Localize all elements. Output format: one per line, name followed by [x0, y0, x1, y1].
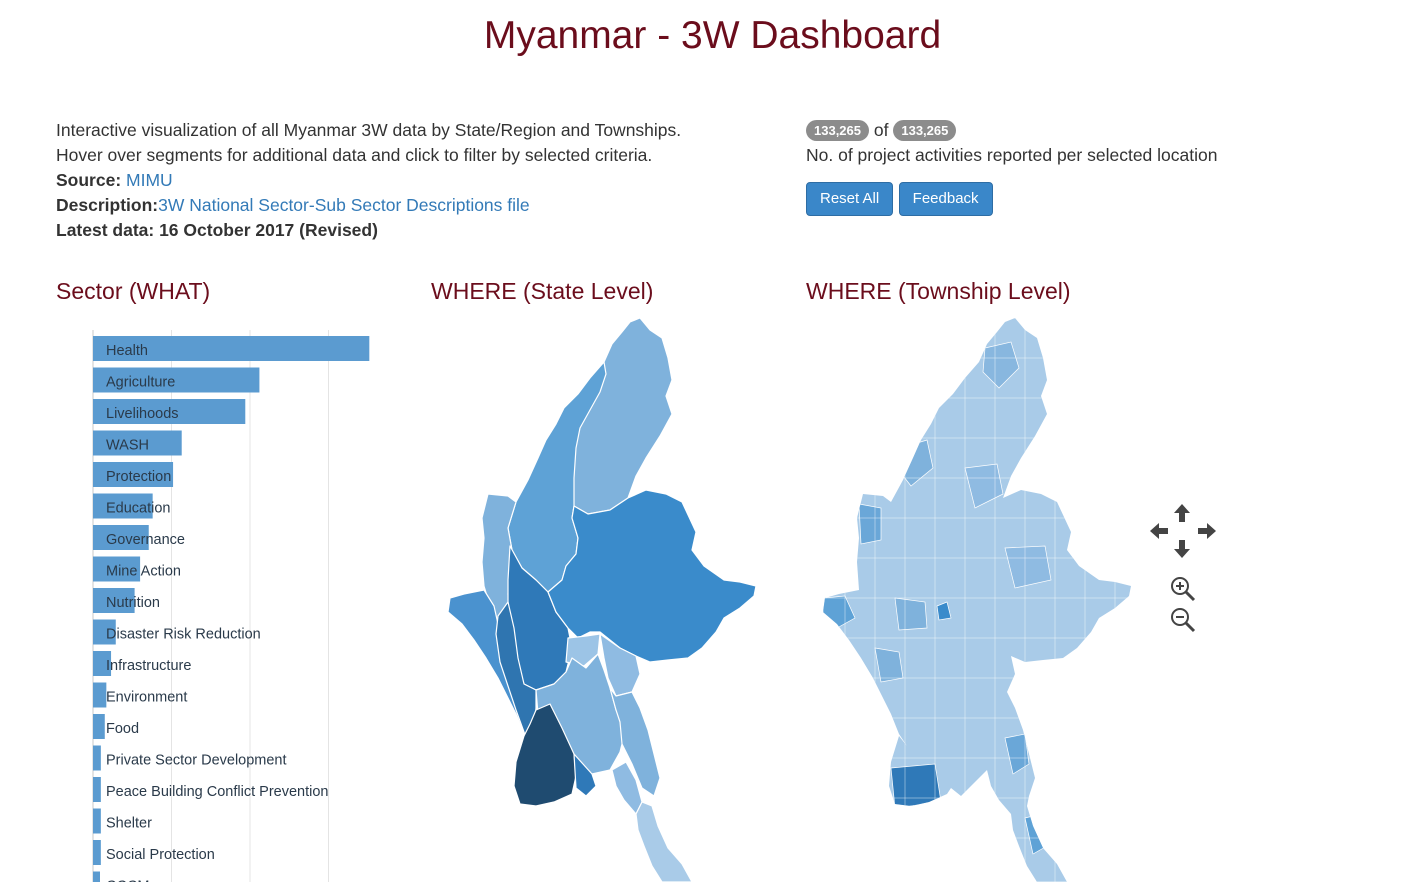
state-section-title: WHERE (State Level)	[431, 278, 654, 304]
sector-bar-shelter[interactable]	[93, 808, 101, 834]
latest-data-label: Latest data: 16 October 2017 (Revised)	[56, 220, 378, 240]
sector-bar-social-protection[interactable]	[93, 840, 101, 865]
sector-label: Infrastructure	[106, 658, 191, 674]
page-title: Myanmar - 3W Dashboard	[483, 14, 942, 57]
sector-bar-governance[interactable]	[93, 525, 149, 550]
zoom-in-icon[interactable]	[1171, 577, 1196, 602]
state-level-map[interactable]	[440, 318, 762, 882]
sector-bar-livelihoods[interactable]	[93, 399, 246, 424]
township-cluster-mandalay[interactable]	[894, 597, 928, 631]
sector-bar-peace-building-conflict-prevention[interactable]	[93, 777, 101, 802]
sector-label: WASH	[106, 438, 149, 454]
sector-label: Mine Action	[106, 564, 181, 580]
township-cluster-central[interactable]	[964, 463, 1004, 509]
sector-bar-chart: Health Agriculture Livelihoods WASH Protecti…	[92, 330, 370, 882]
source-link[interactable]: MIMU	[126, 170, 173, 190]
sector-bar-infrastructure[interactable]	[93, 651, 112, 676]
sector-label: Governance	[106, 532, 185, 548]
township-cluster-west[interactable]	[858, 503, 882, 545]
sector-label: Shelter	[106, 816, 152, 832]
township-level-map[interactable]	[815, 318, 1137, 882]
sector-bar-environment[interactable]	[93, 682, 107, 708]
intro-panel: Interactive visualization of all Myanmar…	[56, 118, 776, 243]
sector-bar-disaster-risk-reduction[interactable]	[93, 619, 116, 645]
source-row: Source: MIMU	[56, 168, 776, 193]
arrow-up-icon[interactable]	[1174, 504, 1190, 522]
description-row: Description:3W National Sector-Sub Secto…	[56, 193, 776, 218]
counter-caption: No. of project activities reported per s…	[806, 145, 1218, 165]
sector-label: Food	[106, 721, 139, 737]
sector-label: Livelihoods	[106, 406, 179, 422]
state-shan[interactable]	[547, 489, 757, 663]
sector-label: Agriculture	[106, 375, 175, 391]
sector-bar-food[interactable]	[93, 714, 105, 739]
source-label: Source:	[56, 170, 122, 190]
sector-bar-mine-action[interactable]	[93, 556, 141, 582]
township-cluster-shan-south[interactable]	[936, 601, 952, 621]
township-section-title: WHERE (Township Level)	[806, 278, 1071, 304]
state-yangon[interactable]	[573, 753, 597, 797]
intro-line-2: Hover over segments for additional data …	[56, 145, 653, 165]
arrow-left-icon[interactable]	[1150, 523, 1168, 539]
total-count-badge: 133,265	[893, 120, 957, 141]
activity-counter: 133,265 of 133,265 No. of project activi…	[806, 118, 1217, 168]
sector-label: Nutrition	[106, 595, 160, 611]
sector-label: Education	[106, 501, 171, 517]
sector-label: Private Sector Development	[106, 753, 287, 769]
township-cluster-shan[interactable]	[1004, 545, 1052, 589]
description-link[interactable]: 3W National Sector-Sub Sector Descriptio…	[158, 195, 530, 215]
township-base	[823, 318, 1131, 882]
arrow-right-icon[interactable]	[1198, 523, 1216, 539]
selected-count-badge: 133,265	[806, 120, 869, 141]
sector-bar-nutrition[interactable]	[93, 588, 135, 613]
zoom-out-icon[interactable]	[1171, 608, 1196, 633]
feedback-button[interactable]: Feedback	[898, 182, 993, 216]
intro-line-1: Interactive visualization of all Myanmar…	[56, 120, 682, 140]
sector-label: Social Protection	[106, 847, 215, 863]
latest-data-row: Latest data: 16 October 2017 (Revised)	[56, 218, 776, 243]
of-label: of	[873, 120, 889, 140]
sector-bar-wash[interactable]	[93, 430, 182, 456]
township-cluster-ayeyarwady[interactable]	[890, 763, 942, 809]
sector-label: Protection	[106, 469, 171, 485]
sector-bar-protection[interactable]	[93, 462, 174, 487]
sector-bar-education[interactable]	[93, 493, 153, 519]
township-cluster-north[interactable]	[982, 341, 1020, 389]
sector-label: Health	[106, 343, 148, 359]
sector-bar-cccm[interactable]	[93, 871, 100, 882]
sector-label: Environment	[106, 690, 187, 706]
map-navigation-controls	[1150, 504, 1216, 633]
sector-label: Disaster Risk Reduction	[106, 627, 261, 643]
township-cluster-kayin[interactable]	[1004, 733, 1030, 775]
sector-bar-private-sector-development[interactable]	[93, 745, 101, 771]
state-tanintharyi[interactable]	[635, 801, 693, 882]
arrow-down-icon[interactable]	[1174, 540, 1190, 558]
action-buttons: Reset All Feedback	[806, 182, 994, 216]
counter-row: 133,265 of 133,265	[806, 118, 1217, 143]
sector-bar-health[interactable]	[93, 336, 370, 361]
reset-all-button[interactable]: Reset All	[806, 182, 894, 216]
state-ayeyarwady[interactable]	[513, 703, 577, 807]
sector-bar-agriculture[interactable]	[93, 367, 260, 393]
description-label: Description:	[56, 195, 159, 215]
sector-label: CCCM	[106, 879, 150, 882]
sector-section-title: Sector (WHAT)	[56, 278, 211, 304]
sector-label: Peace Building Conflict Prevention	[106, 784, 328, 800]
state-kayin[interactable]	[609, 687, 661, 797]
